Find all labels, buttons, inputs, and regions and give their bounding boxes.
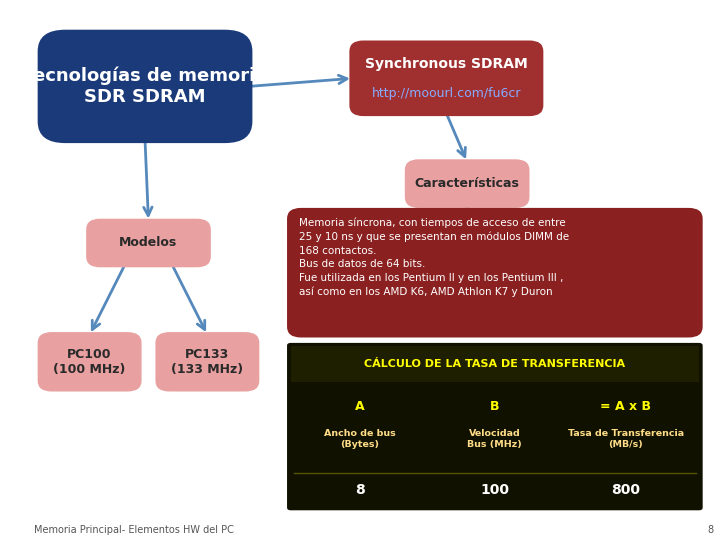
Text: PC133
(133 MHz): PC133 (133 MHz)	[171, 348, 243, 376]
Text: Memoria síncrona, con tiempos de acceso de entre
25 y 10 ns y que se presentan e: Memoria síncrona, con tiempos de acceso …	[299, 217, 569, 297]
FancyBboxPatch shape	[156, 332, 259, 392]
FancyBboxPatch shape	[290, 346, 699, 382]
Text: PC100
(100 MHz): PC100 (100 MHz)	[53, 348, 126, 376]
Text: 800: 800	[611, 483, 640, 497]
Text: Tecnologías de memoria
SDR SDRAM: Tecnologías de memoria SDR SDRAM	[23, 67, 267, 106]
FancyBboxPatch shape	[287, 343, 703, 510]
Text: Modelos: Modelos	[120, 237, 178, 249]
Text: Ancho de bus
(Bytes): Ancho de bus (Bytes)	[324, 429, 396, 449]
Text: A: A	[355, 400, 365, 413]
Text: 8: 8	[355, 483, 365, 497]
Text: = A x B: = A x B	[600, 400, 651, 413]
Text: Características: Características	[415, 177, 520, 190]
FancyBboxPatch shape	[405, 159, 529, 208]
FancyBboxPatch shape	[349, 40, 544, 116]
Text: Synchronous SDRAM: Synchronous SDRAM	[365, 57, 528, 71]
FancyBboxPatch shape	[37, 30, 253, 143]
Text: Tasa de Transferencia
(MB/s): Tasa de Transferencia (MB/s)	[567, 429, 684, 449]
Text: Velocidad
Bus (MHz): Velocidad Bus (MHz)	[467, 429, 522, 449]
Text: 8: 8	[707, 524, 713, 535]
Text: 100: 100	[480, 483, 509, 497]
FancyBboxPatch shape	[287, 208, 703, 338]
Text: Memoria Principal- Elementos HW del PC: Memoria Principal- Elementos HW del PC	[34, 524, 234, 535]
FancyBboxPatch shape	[86, 219, 211, 267]
FancyBboxPatch shape	[37, 332, 142, 392]
Text: http://moourl.com/fu6cr: http://moourl.com/fu6cr	[372, 87, 521, 100]
Text: CÁLCULO DE LA TASA DE TRANSFERENCIA: CÁLCULO DE LA TASA DE TRANSFERENCIA	[364, 359, 626, 369]
Text: B: B	[490, 400, 500, 413]
